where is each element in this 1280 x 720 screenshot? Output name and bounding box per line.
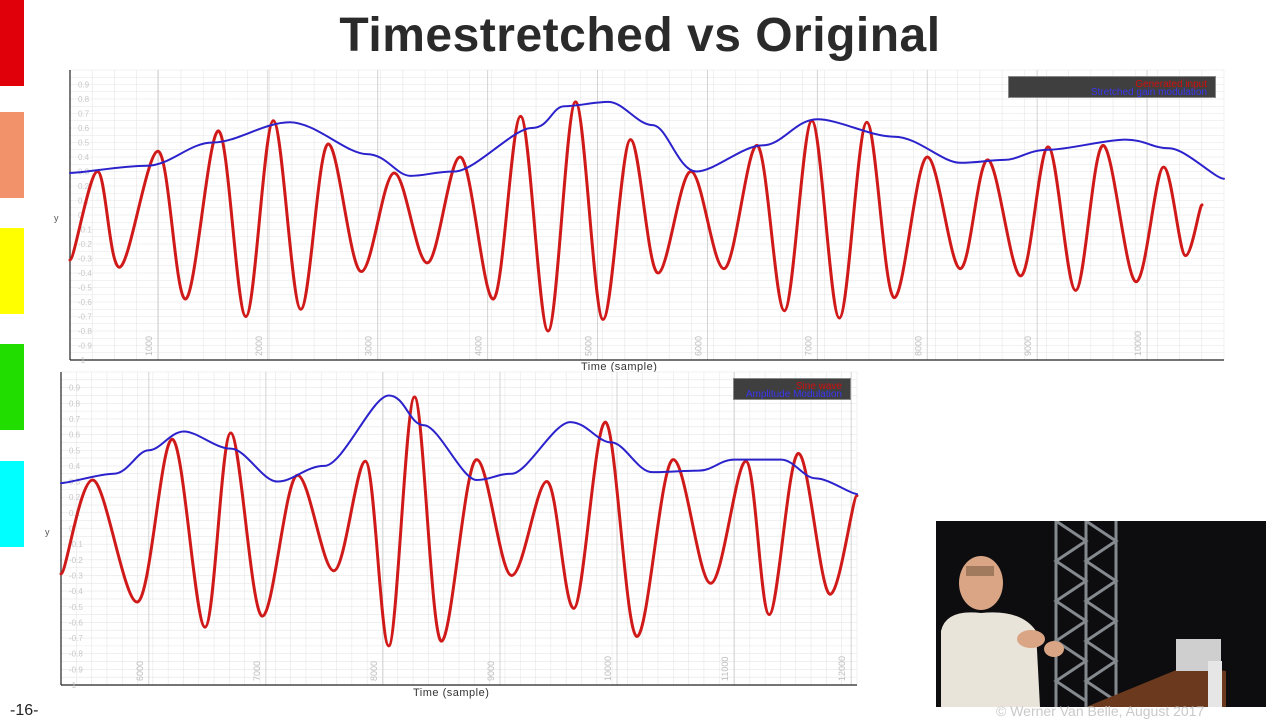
y-tick-label: 0.8 <box>78 95 90 104</box>
x-tick-label: 8000 <box>913 336 923 356</box>
page-number: -16- <box>10 702 39 719</box>
presenter-video-frame <box>936 521 1266 707</box>
x-tick-label: 1000 <box>144 336 154 356</box>
y-tick-label: -0.9 <box>78 342 92 351</box>
x-tick-label: 9000 <box>1023 336 1033 356</box>
x-tick-label: 3000 <box>364 336 374 356</box>
y-tick-label: -0.4 <box>78 269 92 278</box>
presenter-video[interactable] <box>936 521 1266 707</box>
y-tick-label: 0.9 <box>69 384 81 393</box>
color-strip-green <box>0 344 24 430</box>
x-tick-label: 7000 <box>252 661 262 681</box>
y-tick-label: -0.6 <box>69 618 83 627</box>
y-tick-label: 0 <box>69 525 74 534</box>
envelope-line <box>69 100 1225 180</box>
y-tick-label: -0.1 <box>78 226 92 235</box>
copyright-notice: © Werner Van Belle, August 2017 <box>996 703 1205 719</box>
x-tick-label: 10000 <box>1133 331 1143 356</box>
y-tick-label: 0.2 <box>69 493 81 502</box>
y-tick-label: -0.8 <box>78 327 92 336</box>
y-tick-label: -0.8 <box>69 650 83 659</box>
y-tick-label: -0.5 <box>69 603 83 612</box>
y-tick-label: -0.2 <box>69 556 83 565</box>
x-axis-label: Time (sample) <box>413 687 490 699</box>
grid <box>69 69 1225 361</box>
x-tick-label: 12000 <box>837 656 847 681</box>
y-tick-label: 0.6 <box>78 124 90 133</box>
grid <box>60 371 858 686</box>
y-tick-label: 0.1 <box>78 197 90 206</box>
y-tick-label: 0.3 <box>69 478 81 487</box>
original-chart-svg: 0.9 0.8 0.7 0.6 0.5 0.4 0.3 0.2 0.1 0 -0.1 -0.2 -0.3… <box>45 371 859 690</box>
y-tick-label: -0.6 <box>78 298 92 307</box>
y-tick-label: 0 <box>78 211 83 220</box>
y-tick-label: 0.9 <box>78 81 90 90</box>
chart-legend: Generated input Stretched gain modulatio… <box>1008 76 1216 98</box>
legend-entry-signal: Generated input <box>1135 79 1207 90</box>
color-strip-cyan <box>0 461 24 547</box>
y-tick-label: 0.1 <box>69 509 81 518</box>
x-tick-label: 10000 <box>603 656 613 681</box>
y-tick-label: 0.2 <box>78 182 90 191</box>
x-tick-label: 6000 <box>135 661 145 681</box>
legend-entry-signal: Sine wave <box>795 381 842 392</box>
x-tick-label: 9000 <box>486 661 496 681</box>
color-strip-salmon <box>0 112 24 198</box>
y-tick-label: 0.4 <box>78 153 90 162</box>
y-tick-label: 0.7 <box>78 110 90 119</box>
x-tick-label: 11000 <box>720 657 730 681</box>
slide-title: Timestretched vs Original <box>339 9 941 62</box>
x-tick-label: 5000 <box>584 336 594 356</box>
y-tick-label: -1 <box>69 681 77 690</box>
timestretched-chart-svg: 0.90.80.70.60.50.40.30.20.10-0.1-0.2-0.3… <box>54 69 1225 365</box>
y-tick-label: 0.5 <box>69 446 81 455</box>
x-tick-label: 8000 <box>369 661 379 681</box>
legend-entry-envelope: Amplitude Modulation <box>745 389 842 400</box>
y-tick-label: -1 <box>78 356 86 365</box>
y-tick-label: -0.1 <box>69 540 83 549</box>
y-tick-label: 0.8 <box>69 399 81 408</box>
y-tick-label: 0.6 <box>69 431 81 440</box>
y-axis-label: y <box>45 527 50 537</box>
x-tick-label: 7000 <box>803 336 813 356</box>
color-strip-red <box>0 0 24 86</box>
chart-legend: Sine wave Amplitude Modulation <box>733 378 851 400</box>
y-tick-label: -0.9 <box>69 665 83 674</box>
color-strip-yellow <box>0 228 24 314</box>
y-tick-label: -0.2 <box>78 240 92 249</box>
y-tick-label: -0.7 <box>69 634 83 643</box>
x-tick-label: 2000 <box>254 336 264 356</box>
y-tick-label: -0.3 <box>78 255 92 264</box>
y-tick-label: -0.7 <box>78 313 92 322</box>
y-tick-label: -0.3 <box>69 571 83 580</box>
y-tick-label: -0.4 <box>69 587 83 596</box>
y-axis-label: y <box>54 213 59 223</box>
y-tick-label: -0.5 <box>78 284 92 293</box>
y-tick-label: 0.4 <box>69 462 81 471</box>
x-tick-label: 4000 <box>474 336 484 356</box>
timestretched-chart: 0.9 0.8 0.7 0.6 0.5 0.4 0.3 0.2 0.1 0 -0.1 -0.2 -0.3… <box>54 69 1225 365</box>
legend-entry-envelope: Stretched gain modulation <box>1090 87 1207 98</box>
original-chart: 0.9 0.8 0.7 0.6 0.5 0.4 0.3 0.2 0.1 0 -0.1 -0.2 -0.3… <box>45 371 859 690</box>
signal-line <box>68 100 1204 333</box>
y-tick-label: 0.5 <box>78 139 90 148</box>
signal-line <box>59 395 859 648</box>
x-tick-label: 6000 <box>693 336 703 356</box>
y-tick-label: 0.7 <box>69 415 81 424</box>
x-axis-label: Time (sample) <box>581 361 658 373</box>
envelope-line <box>60 394 858 496</box>
